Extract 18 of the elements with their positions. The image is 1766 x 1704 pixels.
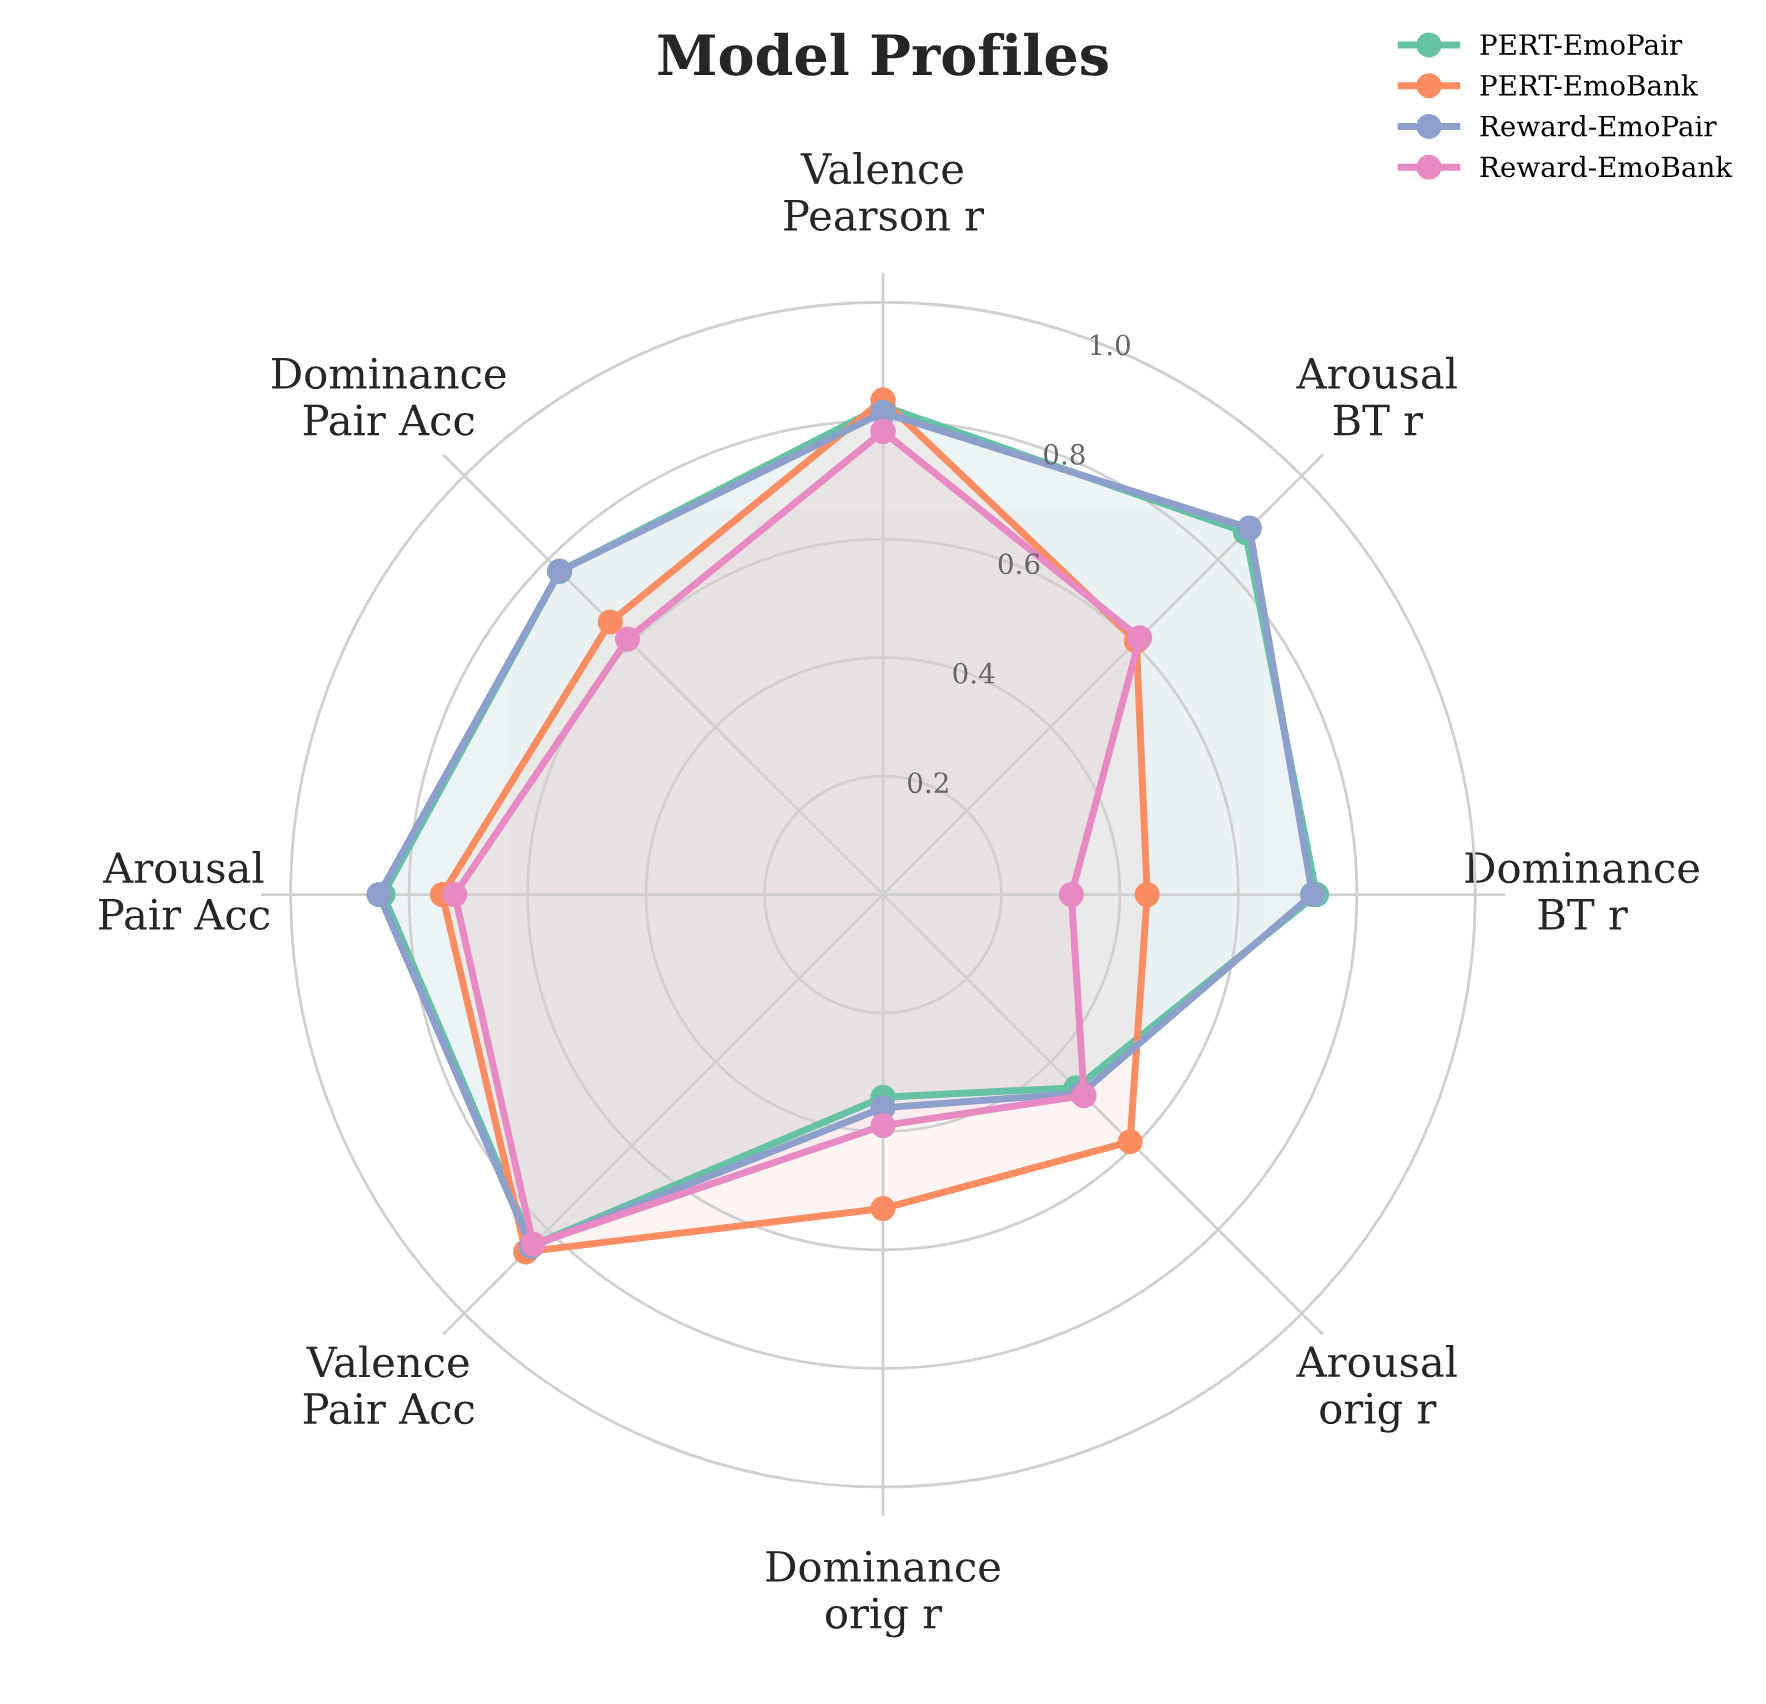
spoke-label: Dominance Pair Acc [272, 357, 506, 436]
legend-label: PERT-EmoPair [1480, 34, 1683, 56]
spoke-label: Arousal BT r [1296, 356, 1457, 436]
spoke-label: Valence Pearson r [784, 152, 985, 231]
legend-label: PERT-EmoBank [1480, 74, 1698, 96]
y-tick-label: 0.2 [908, 772, 948, 794]
y-tick-label: 0.8 [1044, 443, 1085, 465]
spoke-label: Dominance BT r [1465, 852, 1699, 930]
spoke-label: Arousal Pair Acc [99, 851, 270, 931]
y-tick-label: 1.0 [1090, 334, 1130, 356]
y-tick-label: 0.6 [998, 553, 1040, 575]
spoke-label: Dominance orig r [766, 1550, 1000, 1638]
spoke-label: Arousal orig r [1296, 1345, 1457, 1433]
legend-label: Reward-EmoBank [1480, 155, 1733, 178]
y-tick-label: 0.4 [953, 662, 995, 684]
chart-title: Model Profiles [658, 32, 1108, 76]
legend-label: Reward-EmoPair [1480, 115, 1717, 137]
spoke-label: Valence Pair Acc [303, 1345, 474, 1425]
